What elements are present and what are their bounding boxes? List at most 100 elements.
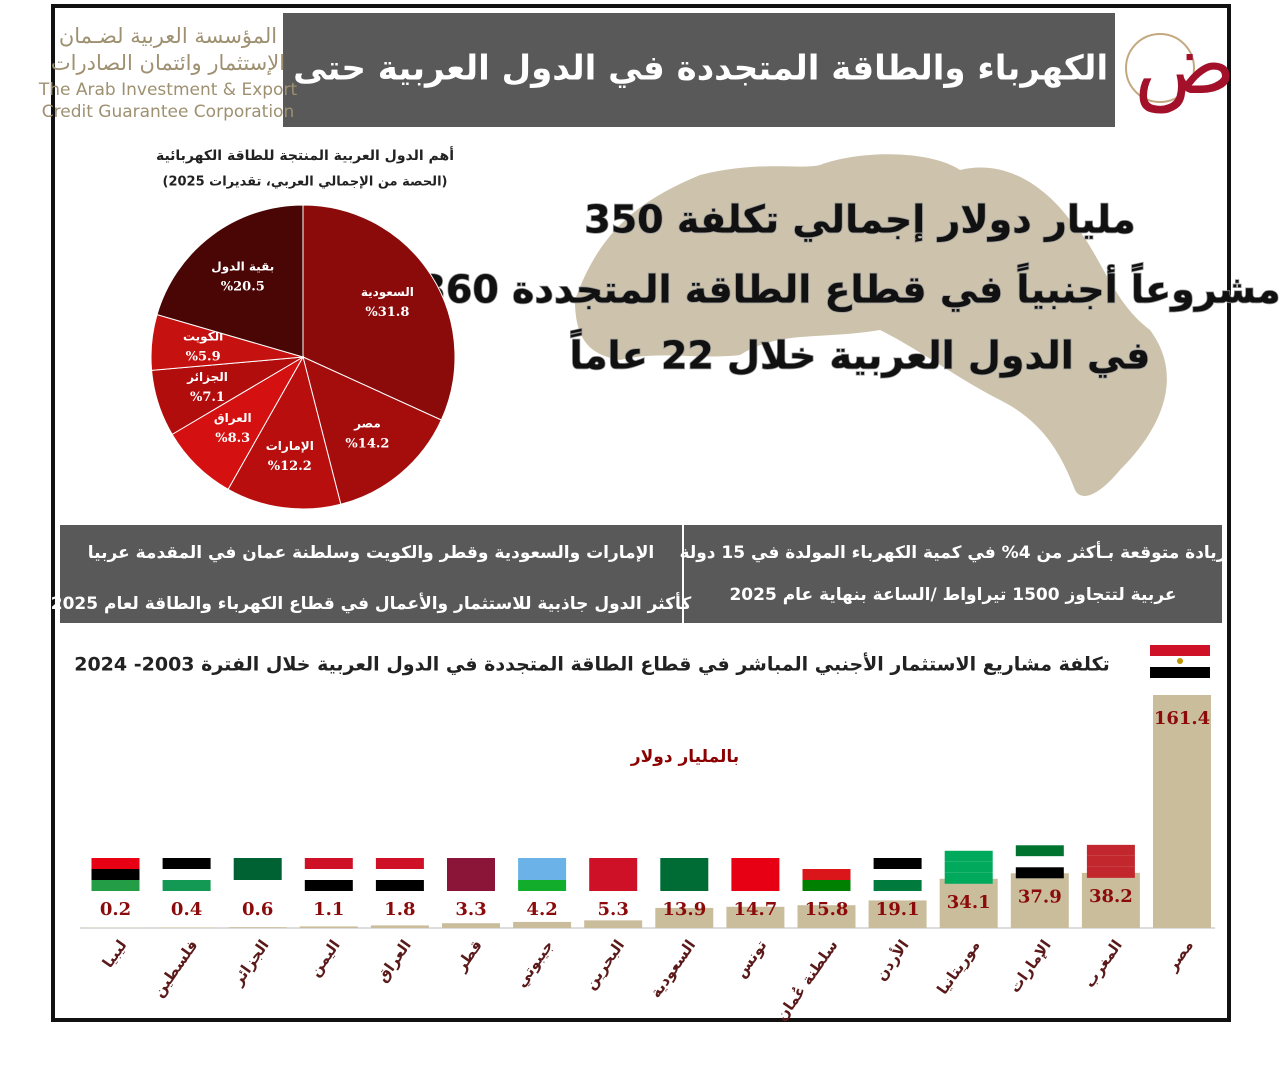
logo-mark: ض [1134,15,1236,114]
bar-value: 19.1 [876,899,920,920]
bar [513,921,572,928]
info-text: زيادة متوقعة بـأكثر من 4% في كمية الكهرب… [680,541,1227,563]
slice-label: العراق [214,411,252,425]
flag-stripe [375,880,424,891]
bar [1010,873,1069,928]
unit-label: بالمليار دولار [630,747,739,767]
flag-stripe [91,858,140,869]
bar-value: 5.3 [598,899,629,920]
bar-value: 1.8 [384,899,415,920]
slice-value: %8.3 [215,431,250,446]
info-text: عربية لتتجاوز 1500 تيراواط /الساعة بنهاي… [729,585,1176,605]
headline: 350 مليار دولار إجمالي تكلفة [584,198,1135,243]
pie-slice [302,356,442,505]
flag [944,850,993,884]
flag-stripe [802,858,851,869]
org-name: المؤسسة العربية لضـمان [59,24,277,48]
flag-stripe [1015,856,1064,868]
bar-title: تكلفة مشاريع الاستثمار الأجنبي المباشر ف… [74,653,1110,676]
headline: 360 مشروعاً أجنبياً في قطاع الطاقة المتج… [419,262,1280,312]
flag [660,858,709,891]
bar-value: 0.6 [242,899,273,920]
flag-stripe [304,858,353,869]
slice-value: %20.5 [221,279,265,294]
pie-slice [156,204,304,358]
bar [726,906,785,928]
bar [228,927,287,928]
flag-stripe [162,858,211,869]
flag-stripe [731,880,780,891]
flag-stripe [518,858,567,869]
info-box [684,525,1222,623]
bar-value: 0.2 [100,899,131,920]
flag-stripe [375,858,424,869]
flag-stripe [1015,867,1064,879]
flag [447,858,495,891]
flag-stripe [447,858,495,869]
flag-stripe [1086,855,1135,867]
info-text: كأكثر الدول جاذبية للاستثمار والأعمال في… [51,592,692,614]
flag [1150,645,1210,678]
flag-stripe [233,858,282,869]
slice-value: %12.2 [268,459,312,474]
flag-stripe [873,880,922,891]
flag-stripe [447,880,495,891]
main-title: قطاع الكهرباء والطاقة المتجددة في الدول … [187,49,1212,89]
flag-stripe [233,880,282,891]
bar-value: 1.1 [313,899,344,920]
flag [589,858,638,891]
flag-stripe [660,858,709,869]
flag-stripe [589,869,638,880]
flag-stripe [589,880,638,891]
bar-value: 3.3 [455,899,486,920]
flag-stripe [1015,845,1064,857]
info-box [60,525,682,623]
org-name: Credit Guarantee Corporation [42,102,295,122]
flag-stripe [944,872,993,884]
flag-stripe [91,869,140,880]
flag-stripe [233,869,282,880]
slice-label: الكويت [183,330,223,345]
bar [797,905,856,928]
org-name: الإستثمار وائتمان الصادرات [51,51,285,75]
bar [655,907,714,928]
flag-stripe [660,869,709,880]
pie-slice [302,204,456,421]
title-box [283,13,1115,127]
pie-title: أهم الدول العربية المنتجة للطاقة الكهربا… [156,146,454,164]
flag-stripe [162,869,211,880]
slice-label: مصر [353,416,381,430]
flag-stripe [802,869,851,880]
flag-stripe [1086,866,1135,878]
flag [1015,845,1064,879]
flag-stripe [375,869,424,880]
org-name: The Arab Investment & Export [38,80,298,100]
flag [802,858,851,891]
slice-value: %14.2 [345,436,389,451]
slice-label: الجزائر [186,370,228,384]
flag [873,858,922,891]
flag-stripe [518,869,567,880]
flag-stripe [873,869,922,880]
info-text: الإمارات والسعودية وقطر والكويت وسلطنة ع… [88,543,654,563]
bar [370,925,429,928]
flag [233,858,282,891]
slice-value: %5.9 [186,350,221,365]
bar [299,926,358,928]
flag [304,858,353,891]
bar [939,878,998,928]
bar [157,927,216,928]
bar [868,900,927,928]
flag [731,858,780,891]
flag [1086,844,1135,878]
bar [584,920,643,928]
flag-stripe [944,861,993,873]
bar-value: 13.9 [662,899,706,920]
flag-stripe [304,869,353,880]
flag-stripe [304,880,353,891]
slice-label: الإمارات [266,439,314,453]
headline: في الدول العربية خلال 22 عاماً [570,328,1151,378]
slice-label: بقية الدول [211,259,274,274]
bar-value: 38.2 [1089,886,1133,907]
